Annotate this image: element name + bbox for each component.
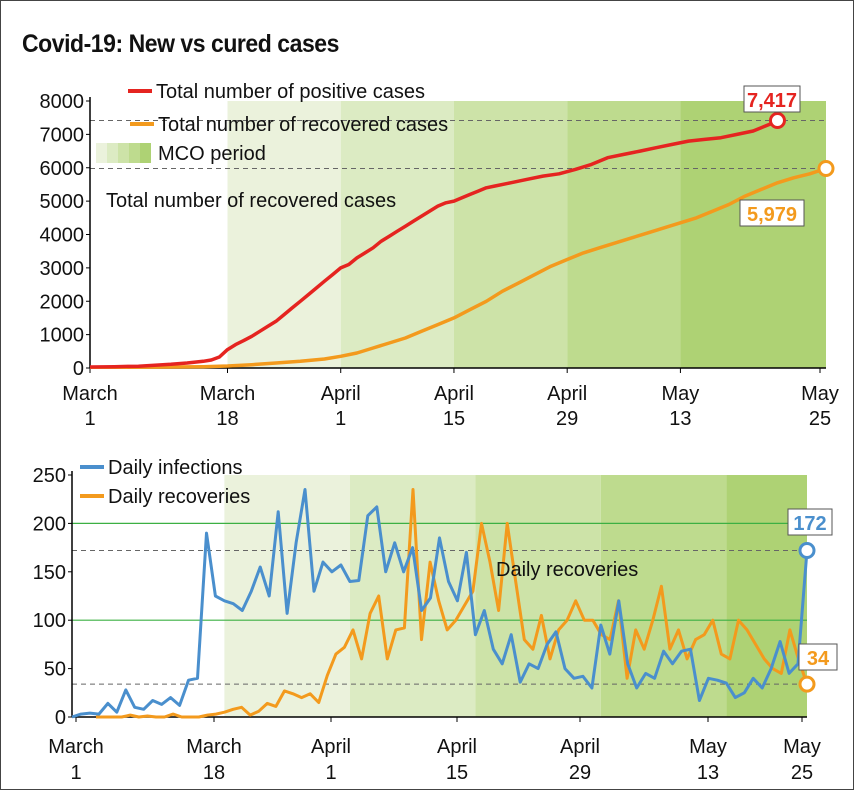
end-label-box-recoveries [798,643,838,671]
legend-label-recoveries: Daily recoveries [108,486,250,508]
y-tick-label: 7000 [40,124,85,146]
x-tick-label: March 18 [200,383,256,430]
x-tick-label: April 15 [437,736,477,784]
y-tick-label: 100 [33,610,66,632]
x-tick-label: April 29 [547,383,587,430]
legend-swatch-mco [118,143,129,163]
chart-annotation: Daily recoveries [496,559,638,581]
legend-swatch-mco [129,143,140,163]
y-tick-label: 3000 [40,258,85,280]
x-tick-label: March 18 [186,736,242,784]
daily-infections-line [71,488,809,719]
y-tick-label: 8000 [40,91,85,113]
mco-band [227,101,341,368]
y-tick-label: 4000 [40,225,85,247]
end-label-box-positive [743,85,801,113]
legend-label-infections: Daily infections [108,457,243,479]
daily-recoveries-line [96,488,809,719]
end-label-box-infections [787,508,833,536]
mco-band [680,101,826,368]
x-tick-label: April 1 [321,383,361,430]
legend-swatch-mco [96,143,107,163]
recovered-end-point [817,159,835,177]
mco-band [453,101,568,368]
end-label-recoveries: 34 [807,648,830,670]
y-tick-label: 0 [73,358,84,380]
x-tick-label: April 15 [434,383,474,430]
mco-band [340,101,454,368]
positive-end-point [768,111,786,129]
chart-annotation: Total number of recovered cases [106,190,396,212]
y-grid [72,522,807,685]
y-tick-label: 5000 [40,191,85,213]
y-tick-label: 150 [33,562,66,584]
x-tick-label: March 1 [62,383,118,430]
y-tick-label: 0 [55,707,66,729]
legend-swatch-mco [107,143,118,163]
annotations: Total number of recovered cases 7,417 5,97… [106,85,805,227]
end-label-positive: 7,417 [747,90,797,112]
x-tick-label: May 13 [689,736,727,784]
end-label-box-recovered [739,199,805,227]
legend-label-mco: MCO period [158,143,266,165]
legend-swatch-mco [140,143,151,163]
infections-end-point [798,542,816,560]
series-lines [71,488,816,719]
legend-label-recovered: Total number of recovered cases [158,114,448,136]
y-grid [90,119,826,169]
x-tick-label: March 1 [48,736,104,784]
legend-label-positive: Total number of positive cases [156,81,425,103]
annotations: Daily recoveries 172 34 [496,508,838,671]
x-tick-labels: March 1 March 18 April 1 April 15 April 29 May 13 Ma… [62,383,839,430]
x-tick-label: May 13 [662,383,700,430]
x-tick-label: April 29 [560,736,600,784]
x-tick-label: April 1 [311,736,351,784]
end-label-recovered: 5,979 [747,204,797,226]
legend: Total number of positive cases Total numb… [96,81,448,165]
x-tick-label: May 25 [783,736,821,784]
end-label-infections: 172 [793,513,826,535]
series-lines [89,111,835,370]
positive-cases-line [89,118,779,369]
y-tick-labels: 0 50 100 150 200 250 [33,465,66,729]
recoveries-end-point [798,675,816,693]
recovered-cases-line [89,166,827,370]
y-tick-label: 2000 [40,291,85,313]
legend: Daily infections Daily recoveries [80,457,250,508]
x-tick-label: May 25 [801,383,839,430]
mco-band [224,475,350,717]
y-tick-labels: 0 1000 2000 3000 4000 5000 6000 7000 8000 [40,91,85,380]
y-tick-label: 250 [33,465,66,487]
mco-band [475,475,601,717]
y-tick-label: 6000 [40,158,85,180]
mco-period-bands [227,101,826,368]
y-tick-label: 50 [44,659,66,681]
x-tick-labels: March 1 March 18 April 1 April 15 April 29 May 13 Ma… [48,736,821,784]
y-tick-label: 200 [33,513,66,535]
page-title: Covid-19: New vs cured cases [22,30,339,58]
y-tick-label: 1000 [40,325,85,347]
